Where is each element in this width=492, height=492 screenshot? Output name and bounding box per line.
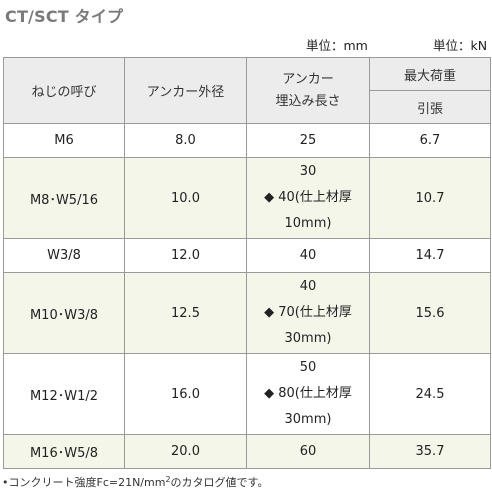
cell-screw: W3/8 (3, 238, 125, 273)
cell-diameter: 12.0 (124, 238, 247, 273)
cell-diameter: 10.0 (124, 157, 247, 239)
footnote: •コンクリート強度Fc=21N/mm2のカタログ値です。 (2, 474, 268, 490)
header-embed-length: アンカー 埋込み長さ (246, 57, 370, 124)
cell-load: 14.7 (369, 238, 491, 273)
cell-depth: 25 (246, 123, 370, 158)
header-embed-line1: アンカー (282, 71, 334, 87)
cell-screw: M10･W3/8 (3, 272, 125, 354)
unit-force: 単位：kN (433, 38, 488, 53)
spec-table: ねじの呼び アンカー外径 アンカー 埋込み長さ 最大荷重 引張 M6 8.0 2… (3, 57, 491, 469)
cell-depth: 30 ◆ 40(仕上材厚 10mm) (246, 157, 370, 239)
footnote-superscript: 2 (165, 475, 171, 484)
depth-line: 10mm) (284, 216, 332, 231)
depth-line: ◆ 80(仕上材厚 (264, 386, 352, 401)
units-row: 単位：mm 単位：kN (0, 35, 492, 53)
header-tension: 引張 (369, 90, 491, 124)
table-row: M16･W5/8 20.0 60 35.7 (3, 434, 491, 469)
table-row: M10･W3/8 12.5 40 ◆ 70(仕上材厚 30mm) 15.6 (3, 272, 491, 354)
depth-line: 50 (299, 360, 317, 375)
cell-load: 15.6 (369, 272, 491, 354)
cell-screw: M6 (3, 123, 125, 158)
cell-diameter: 12.5 (124, 272, 247, 354)
cell-depth: 40 (246, 238, 370, 273)
cell-load: 24.5 (369, 353, 491, 435)
cell-depth: 40 ◆ 70(仕上材厚 30mm) (246, 272, 370, 354)
cell-load: 6.7 (369, 123, 491, 158)
footnote-prefix: •コンクリート強度Fc=21N/mm (2, 476, 166, 489)
table-row: M8･W5/16 10.0 30 ◆ 40(仕上材厚 10mm) 10.7 (3, 157, 491, 239)
header-max-load: 最大荷重 (369, 57, 491, 91)
unit-length: 単位：mm (306, 38, 368, 53)
depth-line: 30mm) (284, 331, 332, 346)
cell-diameter: 16.0 (124, 353, 247, 435)
page-title: CT/SCT タイプ (5, 7, 124, 26)
header-screw: ねじの呼び (3, 57, 125, 124)
depth-line: ◆ 70(仕上材厚 (264, 305, 352, 320)
footnote-suffix: のカタログ値です。 (170, 476, 269, 489)
header-embed-line2: 埋込み長さ (275, 93, 341, 109)
depth-line: 40 (299, 279, 317, 294)
table-row: W3/8 12.0 40 14.7 (3, 238, 491, 273)
cell-screw: M12･W1/2 (3, 353, 125, 435)
table-row: M12･W1/2 16.0 50 ◆ 80(仕上材厚 30mm) 24.5 (3, 353, 491, 435)
cell-load: 35.7 (369, 434, 491, 469)
depth-line: 30mm) (284, 412, 332, 427)
cell-load: 10.7 (369, 157, 491, 239)
cell-screw: M8･W5/16 (3, 157, 125, 239)
cell-diameter: 20.0 (124, 434, 247, 469)
header-anchor-diameter: アンカー外径 (124, 57, 247, 124)
cell-screw: M16･W5/8 (3, 434, 125, 469)
table-row: M6 8.0 25 6.7 (3, 123, 491, 158)
depth-line: ◆ 40(仕上材厚 (264, 190, 352, 205)
cell-depth: 50 ◆ 80(仕上材厚 30mm) (246, 353, 370, 435)
cell-depth: 60 (246, 434, 370, 469)
cell-diameter: 8.0 (124, 123, 247, 158)
depth-line: 30 (299, 164, 317, 179)
